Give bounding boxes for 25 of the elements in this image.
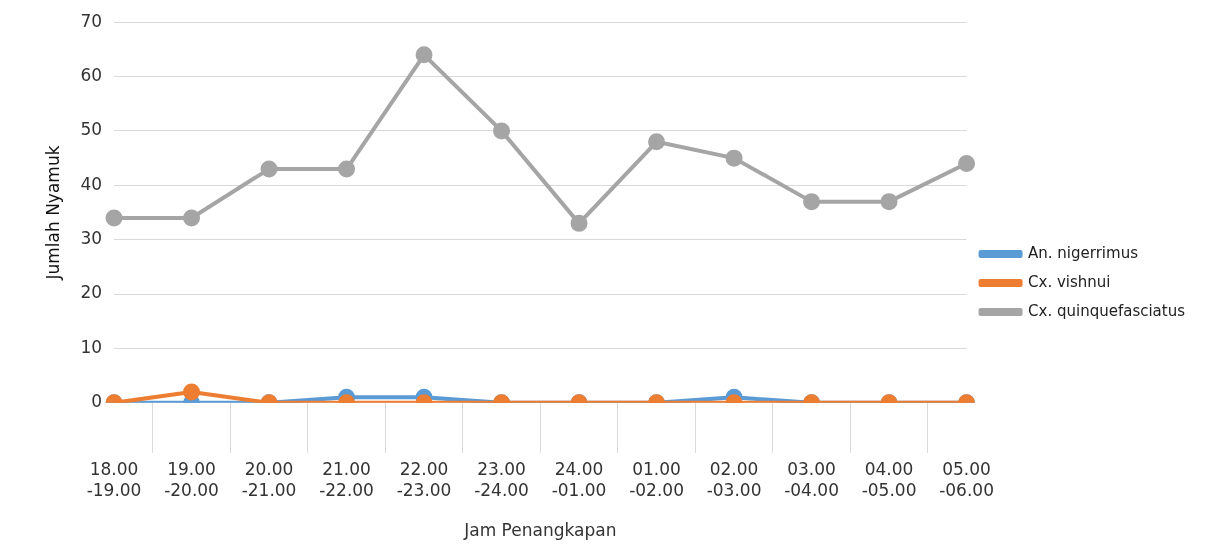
y-axis-title: Jumlah Nyamuk: [42, 145, 63, 281]
y-tick-label: 50: [80, 119, 103, 140]
y-tick-label: 30: [80, 228, 103, 249]
x-tick-label: 24.00 -01.00: [551, 459, 607, 500]
y-tick-label: 10: [80, 336, 103, 357]
x-tick-label: 03.00 -04.00: [784, 459, 839, 500]
x-tick-label: 05.00 -06.00: [939, 459, 994, 500]
y-tick-label: 20: [80, 282, 103, 303]
x-tick-label: 21.00 -22.00: [319, 459, 374, 500]
x-tick-label: 23.00 -24.00: [474, 459, 529, 500]
x-tick-label: 19.00 -20.00: [164, 459, 219, 500]
legend-label: An. nigerrimus: [1028, 243, 1139, 262]
x-tick-label: 22.00 -23.00: [396, 459, 452, 500]
y-tick-label: 70: [80, 10, 103, 31]
x-tick-label: 18.00 -19.00: [86, 459, 142, 500]
x-tick-label: 01.00 -02.00: [629, 459, 684, 500]
legend-label: Cx. vishnui: [1028, 272, 1111, 291]
x-tick-label: 02.00 -03.00: [706, 459, 762, 500]
y-tick-label: 40: [80, 173, 103, 194]
x-axis-title: Jam Penangkapan: [463, 520, 617, 541]
y-tick-label: 0: [91, 391, 103, 412]
x-tick-label: 20.00 -21.00: [241, 459, 297, 500]
x-tick-label: 04.00 -05.00: [861, 459, 917, 500]
y-tick-label: 60: [80, 64, 103, 85]
legend-label: Cx. quinquefasciatus: [1028, 301, 1186, 320]
